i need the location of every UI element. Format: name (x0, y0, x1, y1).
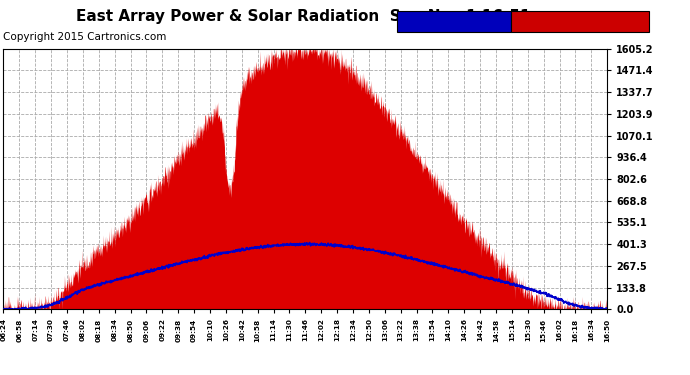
Text: Radiation (w/m2): Radiation (w/m2) (406, 16, 501, 27)
Text: Copyright 2015 Cartronics.com: Copyright 2015 Cartronics.com (3, 32, 167, 42)
Text: East Array Power & Solar Radiation  Sun Nov 1 16:51: East Array Power & Solar Radiation Sun N… (77, 9, 531, 24)
Text: East Array (DC Watts): East Array (DC Watts) (520, 16, 640, 27)
